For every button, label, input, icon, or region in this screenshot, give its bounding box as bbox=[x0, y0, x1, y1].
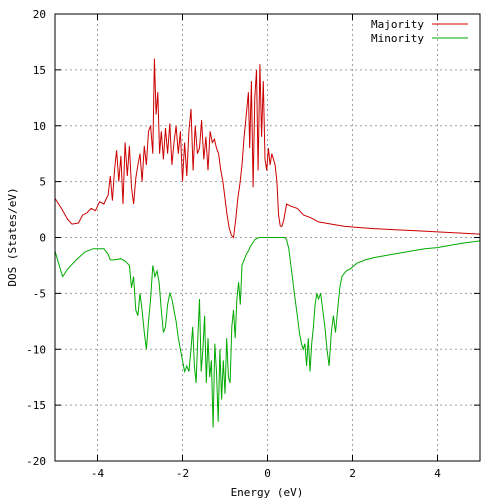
series-line-majority bbox=[54, 58, 481, 239]
legend-label-majority: Majority bbox=[371, 18, 424, 31]
y-tick-label: 15 bbox=[33, 64, 46, 77]
x-tick-label: -4 bbox=[91, 467, 105, 480]
series-line-minority bbox=[54, 237, 481, 428]
y-tick-label: 10 bbox=[33, 120, 46, 133]
x-tick-label: 4 bbox=[434, 467, 441, 480]
y-tick-label: -10 bbox=[26, 343, 46, 356]
x-tick-label: 0 bbox=[264, 467, 271, 480]
axis-ticks bbox=[55, 13, 480, 462]
legend: Majority Minority bbox=[371, 18, 468, 45]
y-tick-label: -15 bbox=[26, 399, 46, 412]
y-tick-label: -5 bbox=[33, 287, 46, 300]
x-tick-label: -2 bbox=[176, 467, 189, 480]
x-axis-label: Energy (eV) bbox=[231, 486, 304, 499]
grid bbox=[55, 14, 480, 461]
y-tick-label: 20 bbox=[33, 8, 46, 21]
legend-label-minority: Minority bbox=[371, 32, 424, 45]
y-axis-label: DOS (States/eV) bbox=[6, 187, 19, 286]
y-tick-label: 0 bbox=[39, 232, 46, 245]
x-tick-label: 2 bbox=[349, 467, 356, 480]
y-tick-label: 5 bbox=[39, 176, 46, 189]
series-lines bbox=[54, 58, 481, 428]
y-tick-label: -20 bbox=[26, 455, 46, 468]
